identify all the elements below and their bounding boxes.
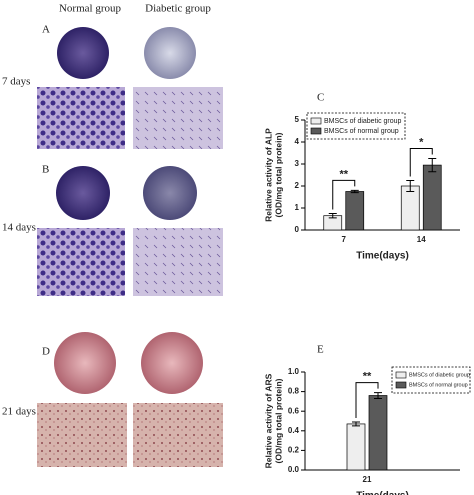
- error-bar: [352, 421, 360, 427]
- y-tick-label: 0.8: [288, 387, 300, 396]
- time-label: 7 days: [2, 76, 30, 88]
- dish-photo: [144, 27, 196, 79]
- y-tick-label: 4: [295, 137, 300, 146]
- legend-label: BMSCs of diabetic group: [324, 118, 402, 125]
- x-axis-label: Time(days): [356, 491, 409, 495]
- y-tick-label: 5: [295, 115, 300, 124]
- y-tick-label: 0.0: [288, 465, 300, 474]
- column-header: Normal group: [59, 3, 122, 15]
- micrograph: [133, 87, 223, 149]
- error-bar: [350, 189, 359, 194]
- micrograph: [37, 228, 125, 296]
- x-tick-label: 21: [363, 475, 372, 484]
- y-tick-label: 3: [295, 159, 300, 168]
- dish-photo: [141, 332, 203, 394]
- time-label: 21 days: [2, 406, 36, 418]
- panel-label: B: [42, 164, 49, 176]
- legend-box: [306, 112, 406, 140]
- panel-label: A: [42, 24, 50, 36]
- dish-photo: [56, 166, 110, 220]
- y-tick-label: 2: [295, 181, 300, 190]
- legend-swatch: [310, 127, 322, 135]
- significance-label: **: [363, 370, 372, 382]
- error-bar: [428, 158, 437, 173]
- bar: [345, 191, 365, 231]
- legend-label: BMSCs of normal group: [324, 128, 399, 135]
- x-tick-label: 14: [417, 235, 426, 244]
- panel-label: C: [317, 92, 324, 104]
- y-axis-label: Relative activity of ARS: [263, 373, 273, 468]
- column-header: Diabetic group: [145, 3, 211, 15]
- panel-label: D: [42, 346, 50, 358]
- error-bar: [374, 392, 382, 399]
- x-axis-label: Time(days): [356, 251, 409, 262]
- micrograph: [133, 403, 223, 467]
- legend-swatch: [395, 381, 407, 389]
- legend-label: BMSCs of normal group: [409, 382, 468, 388]
- micrograph: [37, 403, 127, 467]
- y-tick-label: 0: [295, 225, 300, 234]
- significance-bracket: [409, 148, 433, 177]
- panel-label: E: [317, 344, 324, 356]
- legend-box: [391, 366, 471, 394]
- micrograph: [37, 87, 125, 149]
- significance-label: **: [339, 168, 348, 180]
- y-tick-label: 1: [295, 203, 300, 212]
- bar: [400, 185, 420, 231]
- x-tick-label: 7: [342, 235, 347, 244]
- legend-swatch: [310, 117, 322, 125]
- error-bar: [328, 213, 337, 219]
- legend-swatch: [395, 371, 407, 379]
- y-tick-label: 0.4: [288, 426, 300, 435]
- y-axis-label: Relative activity of ALP: [263, 128, 273, 222]
- significance-bracket: [355, 382, 379, 418]
- micrograph: [133, 228, 223, 296]
- bar: [346, 423, 366, 471]
- bar: [422, 164, 442, 231]
- bar: [368, 395, 388, 471]
- dish-photo: [143, 166, 197, 220]
- y-tick-label: 0.2: [288, 446, 300, 455]
- significance-label: *: [419, 136, 424, 148]
- y-tick-label: 0.6: [288, 406, 300, 415]
- time-label: 14 days: [2, 222, 36, 234]
- y-tick-label: 1.0: [288, 367, 300, 376]
- legend-label: BMSCs of diabetic group: [409, 372, 470, 378]
- dish-photo: [57, 27, 109, 79]
- significance-bracket: [332, 179, 356, 210]
- dish-photo: [54, 332, 116, 394]
- error-bar: [406, 180, 415, 192]
- y-axis-label: (OD/mg total protein): [273, 378, 283, 463]
- y-axis-label: (OD/mg total protein): [273, 132, 283, 217]
